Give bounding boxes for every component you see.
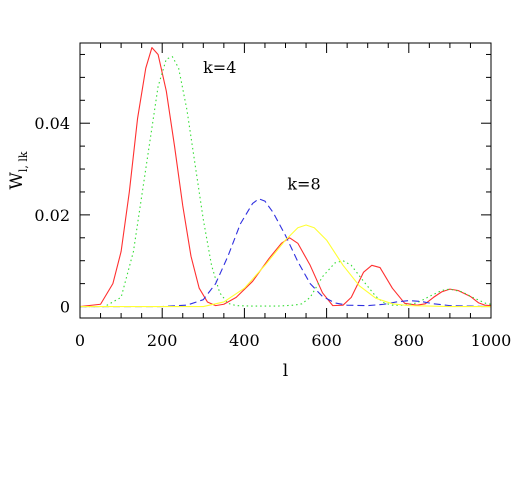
annotation-label: k=4 [203, 58, 236, 77]
annotations: k=4 k=8 [203, 58, 321, 194]
x-tick-label: 600 [311, 331, 342, 350]
y-axis-label: Wl, lk [7, 151, 30, 190]
y-axis-label-main: W [7, 172, 27, 190]
x-tick-labels: 0 200 400 600 800 1000 [75, 331, 511, 350]
series-line-2 [80, 56, 491, 308]
y-axis-label-subscript: l, lk [17, 151, 30, 172]
y-tick-labels: 0 0.02 0.04 [34, 114, 70, 316]
y-tick-label: 0 [60, 298, 70, 317]
x-tick-label: 0 [75, 331, 85, 350]
x-tick-label: 400 [229, 331, 260, 350]
series-line-3 [80, 198, 491, 308]
x-tick-label: 1000 [471, 331, 512, 350]
axis-ticks [79, 43, 492, 318]
series-curves [80, 47, 491, 308]
x-tick-label: 800 [394, 331, 425, 350]
annotation-label: k=8 [287, 175, 320, 194]
x-tick-label: 200 [147, 331, 178, 350]
plot-frame [79, 42, 492, 319]
x-axis-label: l [283, 361, 288, 381]
y-tick-label: 0.04 [34, 114, 70, 133]
y-tick-label: 0.02 [34, 206, 70, 225]
series-line-1 [80, 47, 491, 308]
series-line-4 [80, 224, 491, 308]
